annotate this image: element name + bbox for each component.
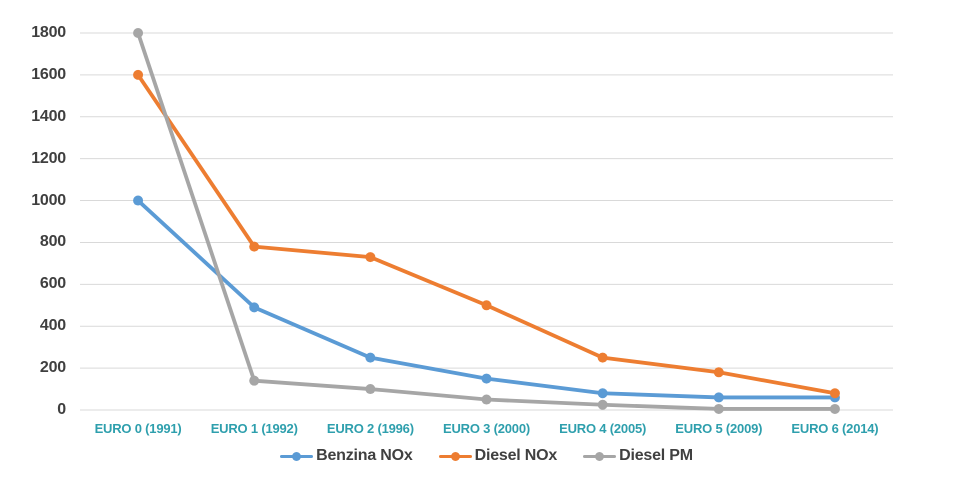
x-tick-label: EURO 1 (1992) xyxy=(210,421,298,436)
x-tick-label: EURO 5 (2009) xyxy=(675,421,763,436)
legend-dot-icon xyxy=(450,451,460,461)
plot-area xyxy=(80,28,893,414)
data-point-diesel-nox xyxy=(597,352,608,363)
data-point-diesel-pm xyxy=(133,28,144,38)
data-point-diesel-nox xyxy=(829,388,840,399)
x-tick-label: EURO 4 (2005) xyxy=(559,421,647,436)
legend-item-diesel-nox: Diesel NOx xyxy=(438,447,558,465)
legend-dot-icon xyxy=(292,451,302,461)
data-point-benzina-nox xyxy=(481,373,492,384)
legend-item-benzina-nox: Benzina NOx xyxy=(280,447,413,465)
legend-marker-icon xyxy=(280,451,314,461)
x-tick-label: EURO 3 (2000) xyxy=(443,421,530,436)
y-tick-label: 800 xyxy=(39,233,66,251)
series-line-diesel-pm xyxy=(136,31,837,411)
data-point-diesel-nox xyxy=(249,241,260,252)
data-point-diesel-pm xyxy=(829,403,840,414)
x-tick-label: EURO 0 (1991) xyxy=(94,421,182,436)
y-tick-label: 1200 xyxy=(31,149,66,167)
y-tick-label: 1600 xyxy=(31,65,66,83)
legend-label: Diesel PM xyxy=(619,447,693,464)
legend: Benzina NOx Diesel NOx Diesel PM xyxy=(80,447,893,465)
data-point-diesel-pm xyxy=(713,403,724,414)
y-tick-label: 1800 xyxy=(31,24,66,41)
legend-marker-icon xyxy=(583,451,617,461)
y-tick-label: 1000 xyxy=(31,191,66,209)
legend-dot-icon xyxy=(595,451,605,461)
data-point-diesel-pm xyxy=(249,375,260,386)
legend-label: Diesel NOx xyxy=(474,447,558,464)
data-point-diesel-pm xyxy=(481,394,492,405)
data-point-diesel-nox xyxy=(365,252,376,263)
data-point-benzina-nox xyxy=(249,302,260,313)
x-tick-label: EURO 6 (2014) xyxy=(791,421,879,436)
x-tick-label: EURO 2 (1996) xyxy=(326,421,414,436)
legend-item-diesel-pm: Diesel PM xyxy=(583,447,693,465)
legend-label: Benzina NOx xyxy=(316,447,413,464)
data-point-diesel-nox xyxy=(713,367,724,378)
data-point-diesel-nox xyxy=(133,69,144,80)
data-point-diesel-pm xyxy=(365,384,376,395)
y-tick-label: 0 xyxy=(57,401,66,418)
y-tick-label: 600 xyxy=(39,275,66,293)
data-point-diesel-nox xyxy=(481,300,492,311)
data-point-benzina-nox xyxy=(597,388,608,399)
legend-marker-icon xyxy=(438,451,472,461)
y-tick-label: 200 xyxy=(39,359,66,377)
data-point-benzina-nox xyxy=(365,352,376,363)
data-point-benzina-nox xyxy=(713,392,724,403)
data-point-diesel-pm xyxy=(597,399,608,410)
data-point-benzina-nox xyxy=(133,195,144,206)
y-tick-label: 400 xyxy=(39,317,66,335)
y-tick-label: 1400 xyxy=(31,107,66,125)
